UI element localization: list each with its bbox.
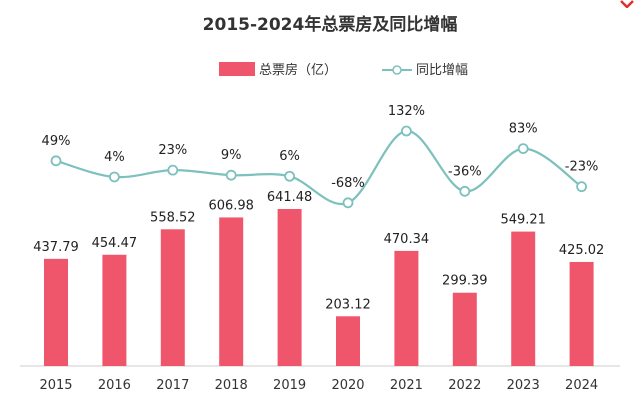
- chart-title: 2015-2024年总票房及同比增幅: [203, 14, 458, 35]
- bar: [394, 250, 419, 366]
- growth-point: [576, 181, 587, 193]
- bar-value-label: 299.39: [442, 274, 488, 289]
- legend: 总票房（亿） 同比增幅: [219, 62, 468, 78]
- bar: [44, 258, 68, 366]
- corner-arrow-icon: [620, 0, 634, 8]
- x-tick-label: 2015: [39, 378, 72, 393]
- growth-value-label: -23%: [565, 160, 599, 175]
- bars: 437.79 454.47 558.52 606.98 641.48 203.12 470.…: [33, 190, 604, 366]
- bar: [102, 254, 127, 366]
- x-tick-label: 2018: [215, 378, 248, 393]
- x-ticks: 2015 2016 2017 2018 2019 2020 2021 2022 2023 2024: [39, 378, 598, 393]
- growth-point: [400, 125, 412, 137]
- growth-value-label: 23%: [158, 143, 187, 158]
- legend-line-marker: [392, 65, 402, 75]
- bar-value-label: 470.34: [384, 232, 430, 247]
- legend-bar-swatch: [219, 62, 255, 76]
- bar: [452, 292, 477, 366]
- growth-value-label: -68%: [331, 176, 365, 191]
- x-tick-label: 2023: [507, 378, 540, 393]
- legend-bar-label: 总票房（亿）: [259, 62, 337, 78]
- bar-value-label: 437.79: [33, 240, 79, 255]
- bar: [336, 316, 360, 366]
- growth-value-label: 9%: [221, 148, 242, 163]
- bar: [277, 209, 302, 366]
- bar: [511, 231, 536, 366]
- x-tick-label: 2017: [156, 378, 189, 393]
- growth-point: [50, 155, 62, 167]
- growth-point: [342, 197, 354, 209]
- bar-value-label: 454.47: [92, 236, 138, 251]
- bar-value-label: 549.21: [500, 213, 546, 228]
- legend-line-label: 同比增幅: [416, 63, 468, 78]
- x-tick-label: 2016: [98, 378, 131, 393]
- bar: [160, 229, 185, 366]
- growth-point: [225, 169, 237, 181]
- bar: [219, 217, 244, 366]
- growth-value-label: -36%: [448, 164, 482, 179]
- growth-value-label: 6%: [279, 149, 300, 164]
- growth-value-label: 4%: [104, 150, 125, 165]
- bar-value-label: 558.52: [150, 210, 196, 225]
- bar-value-label: 203.12: [325, 297, 371, 312]
- x-tick-label: 2020: [331, 378, 364, 393]
- growth-line-path: [55, 129, 583, 206]
- growth-point: [109, 171, 120, 183]
- bar-value-label: 606.98: [208, 198, 254, 213]
- growth-point: [167, 164, 179, 176]
- growth-value-label: 83%: [509, 122, 538, 137]
- growth-point: [284, 170, 296, 182]
- growth-value-label: 49%: [42, 134, 71, 149]
- x-tick-label: 2019: [273, 378, 306, 393]
- x-tick-label: 2021: [390, 378, 423, 393]
- x-tick-label: 2022: [448, 378, 481, 393]
- growth-point: [459, 185, 471, 197]
- growth-line: 49% 4% 23% 9% 6% -68% 132% -36% 83% -23%: [42, 104, 599, 209]
- bar-value-label: 641.48: [267, 190, 313, 205]
- bar: [569, 261, 594, 366]
- growth-point: [517, 143, 529, 155]
- bar-value-label: 425.02: [559, 243, 605, 258]
- growth-value-label: 132%: [388, 104, 425, 119]
- x-tick-label: 2024: [565, 378, 598, 393]
